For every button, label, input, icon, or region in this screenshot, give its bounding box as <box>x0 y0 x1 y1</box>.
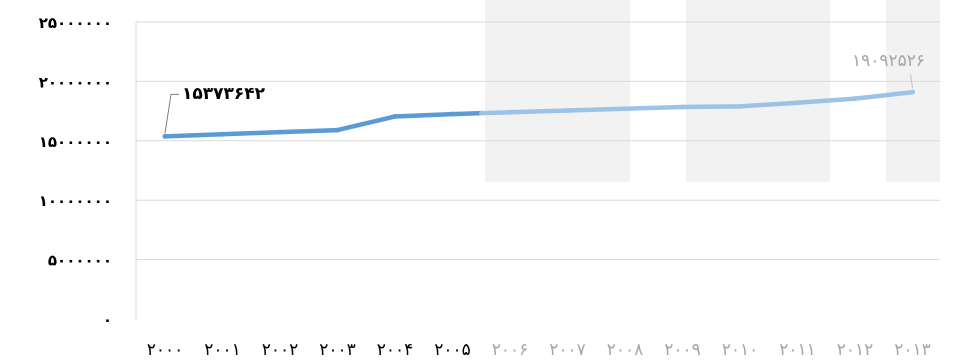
background-band <box>686 0 830 182</box>
y-tick-label: ۰ <box>103 311 112 329</box>
x-tick-label: ۲۰۰۵ <box>434 340 471 360</box>
x-tick-label: ۲۰۰۹ <box>664 340 701 360</box>
x-tick-label: ۲۰۰۸ <box>607 340 644 360</box>
y-tick-label: ۱۵۰۰۰۰۰۰ <box>39 133 112 151</box>
y-tick-label: ۱۰۰۰۰۰۰۰ <box>39 192 112 210</box>
data-label-first: ۱۵۳۷۳۶۴۲ <box>182 84 266 104</box>
x-tick-label: ۲۰۱۳ <box>894 340 931 360</box>
data-point <box>450 111 455 117</box>
x-tick-label: ۲۰۰۳ <box>319 340 356 360</box>
data-labels: ۱۵۳۷۳۶۴۲ ۱۹۰۹۲۵۲۶ <box>164 51 925 134</box>
series-line-dark-segment <box>162 110 484 139</box>
x-tick-label: ۲۰۱۲ <box>837 340 874 360</box>
x-tick-label: ۲۰۰۴ <box>377 340 414 360</box>
background-bands <box>485 0 940 182</box>
data-point <box>220 131 225 137</box>
x-tick-label: ۲۰۰۰ <box>147 340 184 360</box>
x-tick-label: ۲۰۰۶ <box>492 340 529 360</box>
data-label-last: ۱۹۰۹۲۵۲۶ <box>852 51 925 71</box>
x-tick-label: ۲۰۰۱ <box>204 340 241 360</box>
data-point <box>565 108 570 114</box>
y-axis-ticks: ۰ ۵۰۰۰۰۰۰ ۱۰۰۰۰۰۰۰ ۱۵۰۰۰۰۰۰ ۲۰۰۰۰۰۰۰ ۲۵۰۰۰۰۰۰ <box>39 14 112 329</box>
y-tick-label: ۲۵۰۰۰۰۰۰ <box>39 14 112 32</box>
data-label-leader <box>910 74 913 89</box>
y-tick-label: ۲۰۰۰۰۰۰۰ <box>39 73 112 91</box>
data-point <box>622 106 628 112</box>
gridlines <box>135 21 940 319</box>
x-tick-label: ۲۰۰۷ <box>549 340 586 360</box>
data-point <box>335 127 340 133</box>
data-point <box>680 104 685 110</box>
background-band <box>485 0 630 182</box>
data-point <box>910 89 915 95</box>
x-axis-ticks: ۲۰۰۰ ۲۰۰۱ ۲۰۰۲ ۲۰۰۳ ۲۰۰۴ ۲۰۰۵ ۲۰۰۶ ۲۰۰۷ ۲۰۰۸ ۲۰۰۹… <box>147 340 931 360</box>
data-point <box>852 96 858 102</box>
data-point <box>737 103 743 109</box>
data-point <box>162 133 168 139</box>
x-tick-label: ۲۰۱۱ <box>779 340 816 360</box>
data-label-leader <box>164 93 179 134</box>
y-tick-label: ۵۰۰۰۰۰۰ <box>48 252 112 270</box>
data-point <box>795 100 800 106</box>
data-point <box>277 129 283 135</box>
data-point <box>507 109 513 115</box>
data-point <box>392 113 398 119</box>
x-tick-label: ۲۰۰۲ <box>262 340 299 360</box>
x-tick-label: ۲۰۱۰ <box>722 340 759 360</box>
series-line <box>162 89 915 139</box>
